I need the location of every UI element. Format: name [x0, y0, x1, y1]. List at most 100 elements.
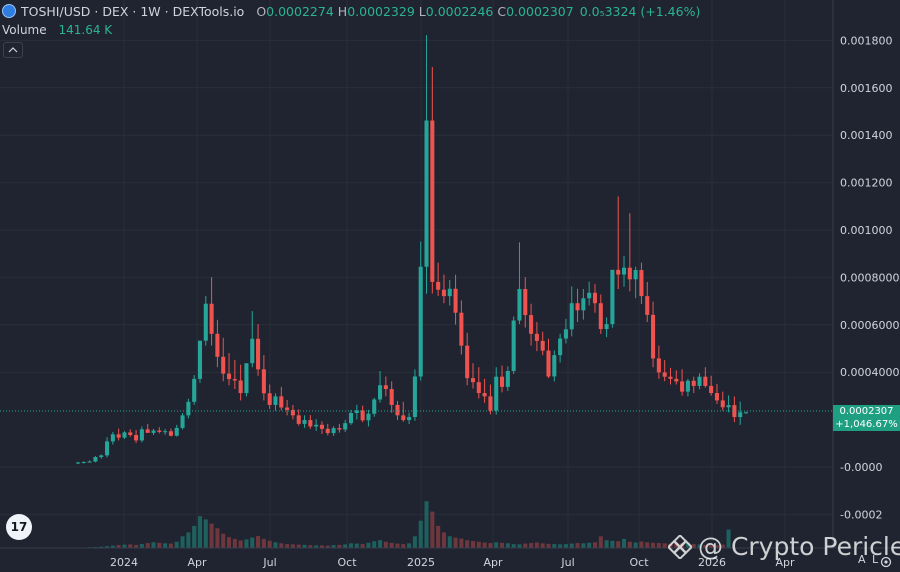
candle-body[interactable] — [668, 376, 673, 379]
candle-body[interactable] — [261, 369, 266, 394]
candle-body[interactable] — [378, 385, 383, 400]
candle-body[interactable] — [645, 296, 650, 315]
candle-body[interactable] — [529, 315, 534, 334]
candle-body[interactable] — [93, 457, 98, 462]
candle-body[interactable] — [168, 431, 173, 436]
candle-body[interactable] — [616, 269, 621, 275]
candle-body[interactable] — [215, 333, 220, 357]
candle-body[interactable] — [412, 376, 417, 417]
candle-body[interactable] — [552, 355, 557, 377]
candle-body[interactable] — [122, 432, 127, 438]
candle-body[interactable] — [447, 288, 452, 297]
candle-body[interactable] — [453, 288, 458, 313]
candle-body[interactable] — [180, 415, 185, 428]
candle-body[interactable] — [238, 380, 243, 394]
candle-body[interactable] — [732, 405, 737, 417]
time-axis[interactable]: 2024 Apr Jul Oct 2025 Apr Jul Oct 2026 Apr — [110, 556, 795, 569]
candle-body[interactable] — [232, 379, 237, 381]
symbol-title[interactable]: TOSHI/USD · DEX · 1W · DEXTools.io — [21, 3, 245, 19]
candle-body[interactable] — [505, 371, 510, 387]
candle-body[interactable] — [308, 420, 313, 427]
candle-body[interactable] — [581, 298, 586, 311]
candle-body[interactable] — [482, 393, 487, 397]
candle-body[interactable] — [540, 340, 545, 351]
candle-body[interactable] — [476, 382, 481, 394]
candle-body[interactable] — [197, 340, 203, 379]
candle-body[interactable] — [558, 338, 563, 356]
candle-body[interactable] — [627, 267, 632, 280]
volume-legend[interactable]: Volume 141.64 K — [2, 23, 112, 37]
candle-body[interactable] — [709, 385, 714, 394]
candle-body[interactable] — [244, 363, 249, 394]
candle-body[interactable] — [267, 393, 272, 405]
candle-body[interactable] — [337, 428, 342, 430]
candle-body[interactable] — [209, 303, 214, 334]
candle-body[interactable] — [401, 415, 406, 421]
candle-body[interactable] — [139, 429, 144, 441]
candle-body[interactable] — [203, 303, 208, 341]
candle-body[interactable] — [662, 372, 667, 377]
candle-body[interactable] — [279, 396, 284, 408]
candle-body[interactable] — [563, 329, 568, 339]
candle-body[interactable] — [81, 462, 86, 464]
candle-body[interactable] — [75, 462, 81, 464]
candle-body[interactable] — [714, 393, 719, 401]
candle-body[interactable] — [738, 412, 743, 417]
candle-body[interactable] — [354, 410, 359, 413]
candle-body[interactable] — [186, 401, 191, 416]
candle-body[interactable] — [273, 396, 278, 405]
candle-body[interactable] — [424, 120, 429, 267]
candle-body[interactable] — [331, 428, 336, 434]
candle-body[interactable] — [343, 423, 348, 430]
candle-body[interactable] — [221, 356, 226, 374]
candle-body[interactable] — [511, 320, 516, 372]
candle-body[interactable] — [743, 412, 749, 414]
candle-body[interactable] — [685, 380, 690, 392]
candle-body[interactable] — [389, 389, 394, 405]
candle-body[interactable] — [372, 399, 377, 414]
candle-body[interactable] — [726, 405, 731, 408]
tradingview-logo[interactable]: 17 — [6, 514, 32, 540]
candle-body[interactable] — [366, 413, 371, 421]
candle-body[interactable] — [697, 376, 702, 386]
candle-body[interactable] — [598, 303, 603, 330]
candle-body[interactable] — [360, 410, 365, 421]
candle-body[interactable] — [569, 303, 574, 330]
candle-body[interactable] — [290, 409, 295, 416]
candle-body[interactable] — [592, 292, 598, 304]
candle-body[interactable] — [407, 416, 412, 421]
candle-body[interactable] — [575, 303, 580, 311]
candle-body[interactable] — [151, 430, 156, 433]
candle-body[interactable] — [285, 407, 290, 410]
candle-body[interactable] — [546, 350, 551, 377]
candle-body[interactable] — [703, 376, 708, 386]
candle-body[interactable] — [441, 289, 446, 297]
price-axis[interactable]: 0.001800 0.001600 0.001400 0.001200 0.001000… — [840, 34, 900, 521]
candle-body[interactable] — [87, 461, 92, 463]
candle-body[interactable] — [517, 289, 522, 321]
candle-body[interactable] — [436, 281, 441, 290]
candle-body[interactable] — [99, 455, 104, 458]
candle-body[interactable] — [145, 429, 150, 433]
candle-body[interactable] — [250, 338, 255, 364]
candle-body[interactable] — [383, 385, 388, 390]
candle-body[interactable] — [134, 435, 139, 441]
candle-body[interactable] — [163, 431, 168, 433]
candle-body[interactable] — [418, 266, 423, 377]
candle-body[interactable] — [621, 267, 627, 275]
candle-body[interactable] — [459, 312, 464, 346]
candle-body[interactable] — [470, 378, 476, 383]
candle-body[interactable] — [395, 404, 400, 416]
candle-body[interactable] — [651, 314, 656, 359]
candle-body[interactable] — [348, 412, 354, 424]
candle-body[interactable] — [319, 424, 324, 429]
candle-body[interactable] — [325, 428, 330, 434]
candle-body[interactable] — [656, 358, 661, 373]
candle-body[interactable] — [157, 430, 162, 432]
candle-body[interactable] — [720, 400, 725, 408]
candle-body[interactable] — [296, 415, 301, 424]
candle-body[interactable] — [105, 441, 110, 456]
candle-body[interactable] — [488, 396, 493, 411]
candle-body[interactable] — [192, 378, 197, 402]
